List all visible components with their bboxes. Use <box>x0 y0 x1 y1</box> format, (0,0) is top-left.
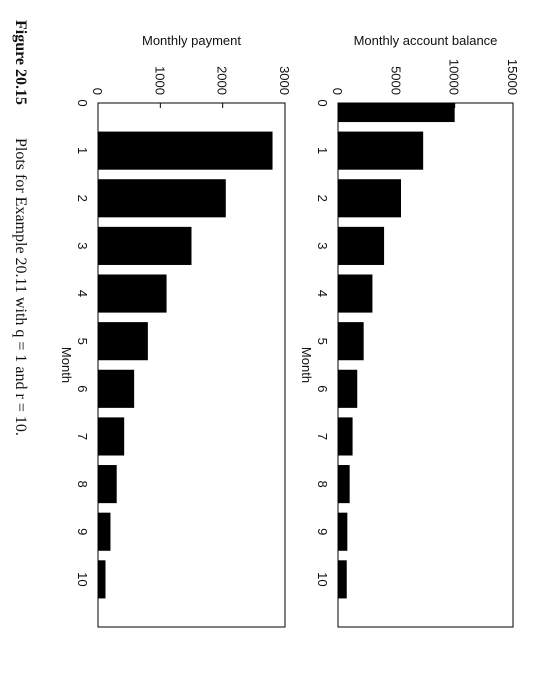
bar <box>98 369 135 408</box>
bar <box>338 226 385 265</box>
bar <box>338 417 353 456</box>
x-tick-label: 6 <box>75 385 90 392</box>
bar <box>338 179 401 218</box>
x-tick-label: 10 <box>315 572 330 586</box>
x-tick-label: 0 <box>315 99 330 106</box>
bar <box>338 465 350 504</box>
bar <box>338 369 358 408</box>
bar <box>98 417 125 456</box>
y-tick-label: 5000 <box>388 66 403 95</box>
x-tick-label: 3 <box>75 242 90 249</box>
bar <box>98 226 192 265</box>
x-tick-label: 7 <box>75 433 90 440</box>
x-axis-label: Month <box>59 347 74 383</box>
y-tick-label: 10000 <box>447 59 462 95</box>
x-tick-label: 1 <box>315 147 330 154</box>
bar <box>98 179 226 218</box>
y-tick-label: 15000 <box>505 59 520 95</box>
plot <box>338 103 455 599</box>
bar <box>98 512 111 551</box>
x-tick-label: 8 <box>75 480 90 487</box>
x-tick-label: 1 <box>75 147 90 154</box>
x-tick-label: 10 <box>75 572 90 586</box>
x-tick-label: 2 <box>75 195 90 202</box>
rotated-page: Figure 20.15 Plots for Example 20.11 wit… <box>12 20 520 628</box>
axes-frame <box>337 102 514 628</box>
y-tick-label: 1000 <box>152 66 167 95</box>
x-tick-label: 8 <box>315 480 330 487</box>
y-axis-label: Monthly account balance <box>354 33 498 48</box>
x-tick-label: 0 <box>75 99 90 106</box>
x-tick-label: 7 <box>315 433 330 440</box>
axes-frame <box>97 102 286 628</box>
caption-text: Plots for Example 20.11 with q = 1 and r… <box>12 138 29 436</box>
x-tick-label: 4 <box>75 290 90 297</box>
bar <box>338 131 424 170</box>
y-tick-label: 2000 <box>215 66 230 95</box>
plot <box>98 131 273 599</box>
bar <box>338 322 364 361</box>
x-tick-label: 4 <box>315 290 330 297</box>
bar <box>98 131 273 170</box>
x-axis-label: Month <box>299 347 314 383</box>
y-tick-label: 0 <box>330 88 345 95</box>
caption-label: Figure 20.15 <box>12 20 29 105</box>
x-tick-label: 5 <box>315 338 330 345</box>
x-tick-label: 3 <box>315 242 330 249</box>
x-tick-label: 2 <box>315 195 330 202</box>
x-tick-label: 6 <box>315 385 330 392</box>
x-tick-label: 9 <box>75 528 90 535</box>
x-tick-label: 5 <box>75 338 90 345</box>
x-tick-label: 9 <box>315 528 330 535</box>
y-tick-label: 3000 <box>277 66 292 95</box>
bar <box>338 274 373 313</box>
y-axis-label: Monthly payment <box>142 33 241 48</box>
bar <box>98 274 167 313</box>
bar <box>98 322 148 361</box>
bar <box>98 465 117 504</box>
y-tick-label: 0 <box>90 88 105 95</box>
